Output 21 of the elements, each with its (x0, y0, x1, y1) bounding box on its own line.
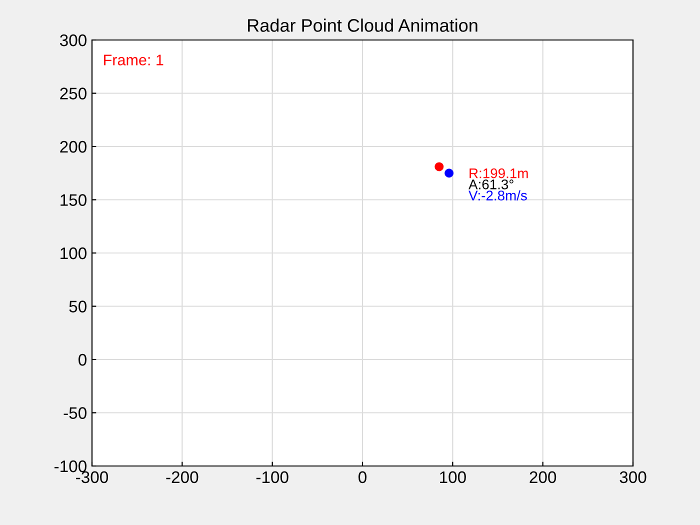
y-tick-label: 50 (69, 300, 86, 312)
x-tick-label: -300 (76, 471, 108, 484)
annotation: A:61.3° (468, 180, 514, 190)
y-tick-label: -100 (54, 460, 86, 472)
x-tick-label: -100 (256, 471, 288, 484)
y-tick-label: 300 (60, 34, 86, 46)
x-tick-label: -200 (166, 471, 198, 484)
annotation: Frame: 1 (104, 54, 164, 66)
x-tick-label: 300 (620, 471, 646, 484)
chart-title: Radar Point Cloud Animation (248, 18, 478, 32)
x-tick-label: 0 (358, 471, 366, 484)
annotation: V:-2.8m/s (468, 190, 527, 200)
y-tick-label: 100 (60, 247, 86, 260)
x-tick-label: 200 (530, 471, 556, 484)
annotation: R:199.1m (470, 168, 528, 178)
y-tick-label: -50 (64, 407, 86, 419)
y-tick-label: 200 (60, 140, 86, 153)
y-tick-label: 150 (60, 194, 86, 206)
y-tick-label: 250 (60, 88, 86, 100)
y-tick-label: 0 (78, 354, 86, 366)
x-tick-label: 100 (440, 471, 466, 484)
